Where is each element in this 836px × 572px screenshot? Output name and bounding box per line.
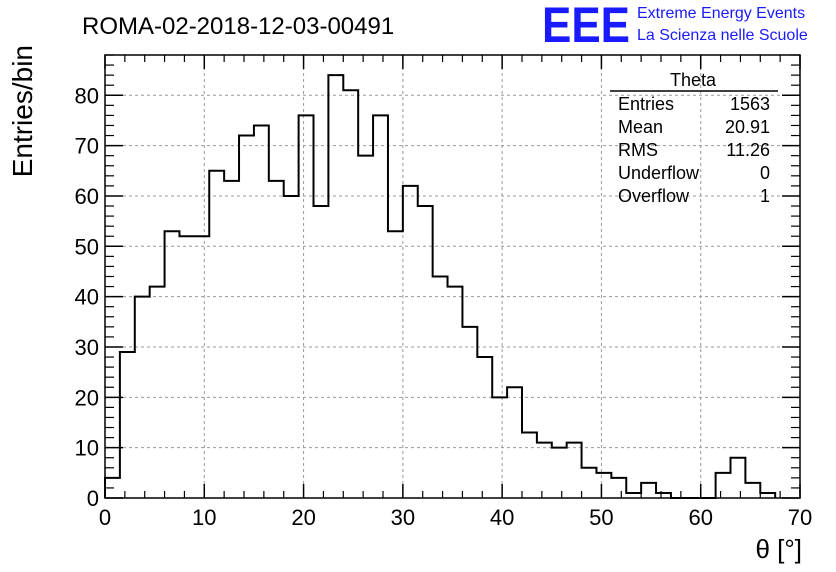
stats-label: Mean bbox=[618, 117, 663, 137]
stats-value: 1563 bbox=[730, 94, 770, 114]
plot-frame bbox=[104, 54, 801, 499]
x-tick-label: 50 bbox=[589, 505, 613, 530]
eee-logo: EEE Extreme Energy Events La Scienza nel… bbox=[542, 0, 808, 53]
y-tick-label: 50 bbox=[75, 234, 99, 259]
y-tick-label: 10 bbox=[75, 436, 99, 461]
stats-box: Theta Entries 1563 Mean 20.91 RMS 11.26 Underf… bbox=[610, 70, 778, 206]
x-axis-label: θ [°] bbox=[755, 534, 802, 564]
stats-value: 20.91 bbox=[725, 117, 770, 137]
x-tick-label: 20 bbox=[291, 505, 315, 530]
axis-ticks bbox=[104, 54, 801, 499]
stats-value: 0 bbox=[760, 163, 770, 183]
x-tick-labels: 0 10 20 30 40 50 60 70 bbox=[99, 505, 812, 530]
eee-logo-mark: EEE bbox=[542, 0, 630, 53]
eee-logo-line2: La Scienza nelle Scuole bbox=[637, 27, 808, 44]
stats-title: Theta bbox=[670, 70, 717, 90]
y-tick-label: 70 bbox=[75, 134, 99, 159]
y-tick-label: 0 bbox=[87, 486, 99, 511]
stats-label: RMS bbox=[618, 140, 658, 160]
y-tick-label: 40 bbox=[75, 285, 99, 310]
stats-value: 1 bbox=[760, 186, 770, 206]
grid-lines bbox=[105, 55, 800, 498]
stats-rows: Entries 1563 Mean 20.91 RMS 11.26 Underflow 0 Ov… bbox=[618, 94, 770, 206]
chart-title: ROMA-02-2018-12-03-00491 bbox=[82, 13, 394, 40]
stats-label: Overflow bbox=[618, 186, 690, 206]
stats-label: Entries bbox=[618, 94, 674, 114]
stats-label: Underflow bbox=[618, 163, 700, 183]
x-tick-label: 30 bbox=[391, 505, 415, 530]
y-axis-label: Entries/bin bbox=[7, 45, 38, 177]
eee-logo-line1: Extreme Energy Events bbox=[637, 5, 805, 22]
x-tick-label: 0 bbox=[99, 505, 111, 530]
y-tick-label: 30 bbox=[75, 335, 99, 360]
x-tick-label: 10 bbox=[192, 505, 216, 530]
y-tick-label: 60 bbox=[75, 184, 99, 209]
stats-value: 11.26 bbox=[726, 140, 770, 160]
x-tick-label: 60 bbox=[688, 505, 712, 530]
x-tick-label: 70 bbox=[788, 505, 812, 530]
y-tick-labels: 0 10 20 30 40 50 60 70 80 bbox=[75, 83, 99, 511]
histogram-outline bbox=[104, 74, 777, 499]
y-tick-label: 20 bbox=[75, 385, 99, 410]
y-tick-label: 80 bbox=[75, 83, 99, 108]
x-tick-label: 40 bbox=[490, 505, 514, 530]
